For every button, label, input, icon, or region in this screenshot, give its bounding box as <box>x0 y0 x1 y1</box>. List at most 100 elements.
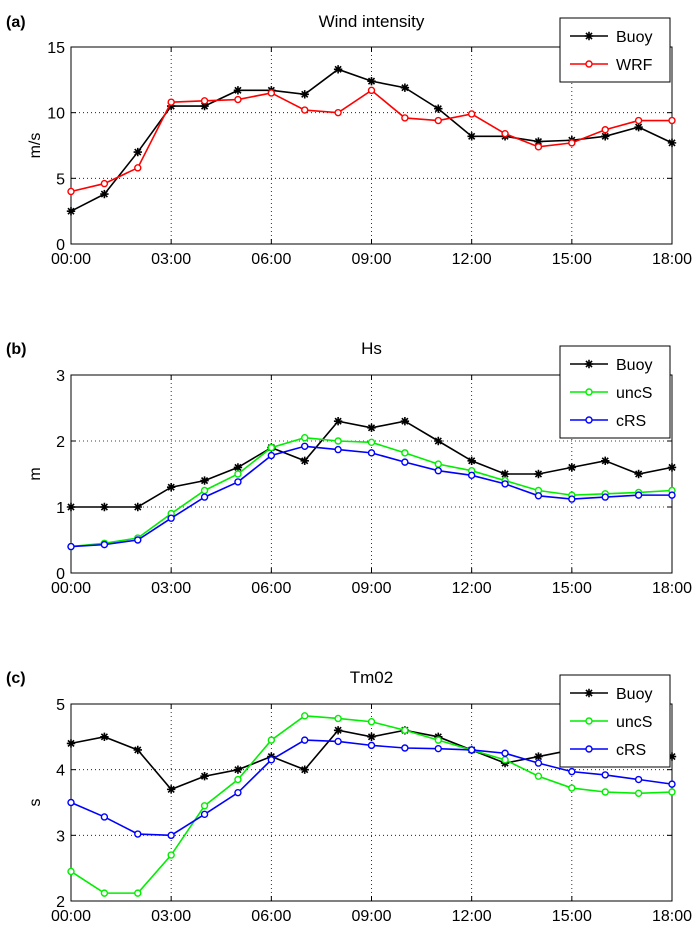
x-tick-label: 09:00 <box>351 251 391 268</box>
data-point <box>166 483 176 492</box>
legend-marker <box>584 688 594 698</box>
x-tick-label: 03:00 <box>151 580 191 597</box>
data-point <box>301 736 309 744</box>
data-point <box>601 456 610 465</box>
data-point <box>267 736 276 744</box>
data-point <box>267 89 276 97</box>
data-point <box>134 830 142 838</box>
data-point <box>200 476 209 485</box>
data-point <box>167 98 175 106</box>
data-point <box>367 449 376 457</box>
data-point <box>300 456 309 465</box>
data-point <box>367 732 376 742</box>
data-point <box>634 491 643 499</box>
data-point <box>568 767 576 776</box>
data-point <box>233 765 243 774</box>
panel-title: Hs <box>361 339 382 358</box>
data-point <box>668 116 676 125</box>
data-point <box>467 746 476 754</box>
legend-label: uncS <box>616 714 652 731</box>
x-tick-label: 09:00 <box>351 580 391 597</box>
x-tick-label: 00:00 <box>51 251 91 268</box>
data-point <box>634 775 643 784</box>
data-point <box>401 458 409 466</box>
panel-c: 00:00 03:00 06:00 09:00 12:00 15:00 18:00 2 3 4 5 T… <box>6 668 692 925</box>
data-point <box>667 752 677 761</box>
data-point <box>200 810 209 819</box>
x-tick-label: 06:00 <box>251 908 291 925</box>
data-point <box>601 493 609 501</box>
legend-marker <box>584 359 594 369</box>
data-point <box>601 126 609 134</box>
data-point <box>400 83 410 92</box>
data-point <box>467 132 476 141</box>
y-tick-label: 5 <box>56 171 65 188</box>
data-point <box>434 116 442 125</box>
data-point <box>233 86 243 95</box>
data-point <box>234 95 242 104</box>
data-point <box>67 542 75 551</box>
panel-b: 00:00 03:00 06:00 09:00 12:00 15:00 18:00 0 1 2 3 H… <box>6 339 692 597</box>
data-point <box>568 784 576 792</box>
y-tick-label: 1 <box>56 500 65 517</box>
data-point <box>100 502 109 512</box>
data-point <box>667 463 677 472</box>
legend-marker <box>585 388 593 396</box>
data-point <box>434 436 443 446</box>
data-point <box>267 451 276 460</box>
data-point <box>333 65 343 74</box>
data-point <box>67 187 75 196</box>
data-point <box>668 788 676 796</box>
data-point <box>200 493 209 501</box>
data-point <box>501 749 509 757</box>
legend-label: Buoy <box>616 29 652 46</box>
data-point <box>634 469 643 479</box>
data-point <box>267 443 276 452</box>
y-tick-label: 2 <box>56 894 65 911</box>
x-tick-label: 03:00 <box>151 251 191 268</box>
data-point <box>401 726 409 734</box>
data-point <box>501 756 509 764</box>
data-point <box>133 147 142 157</box>
data-point <box>301 434 309 442</box>
data-point <box>300 90 309 99</box>
data-point <box>166 101 176 111</box>
data-point <box>66 206 76 216</box>
panel-title: Tm02 <box>350 668 393 687</box>
series-wrf <box>67 86 676 196</box>
y-tick-label: 0 <box>56 566 65 583</box>
data-point <box>200 97 209 105</box>
data-point <box>634 116 643 125</box>
data-point <box>100 179 109 188</box>
data-point <box>634 122 643 132</box>
x-tick-label: 06:00 <box>251 251 291 268</box>
data-point <box>133 745 142 755</box>
data-point <box>134 536 142 544</box>
data-point <box>367 76 376 86</box>
legend-label: cRS <box>616 413 646 430</box>
data-point <box>534 759 543 767</box>
x-tick-label: 12:00 <box>452 251 492 268</box>
data-point <box>367 741 376 750</box>
data-point <box>534 469 543 479</box>
series-buoy <box>66 417 677 512</box>
data-point <box>401 449 409 457</box>
data-point <box>333 726 343 735</box>
legend-box <box>559 17 671 83</box>
data-point <box>301 712 309 720</box>
x-tick-label: 15:00 <box>552 251 592 268</box>
data-point <box>234 470 242 478</box>
legend-marker <box>584 31 594 41</box>
data-point <box>434 736 442 744</box>
x-tick-label: 12:00 <box>452 580 492 597</box>
legend: Buoy uncS cRS <box>559 674 671 768</box>
data-point <box>467 471 476 480</box>
data-point <box>66 739 76 748</box>
x-tick-label: 18:00 <box>652 251 692 268</box>
legend-label: uncS <box>616 385 652 402</box>
data-point <box>234 478 242 486</box>
data-point <box>100 189 109 199</box>
data-point <box>100 889 109 897</box>
